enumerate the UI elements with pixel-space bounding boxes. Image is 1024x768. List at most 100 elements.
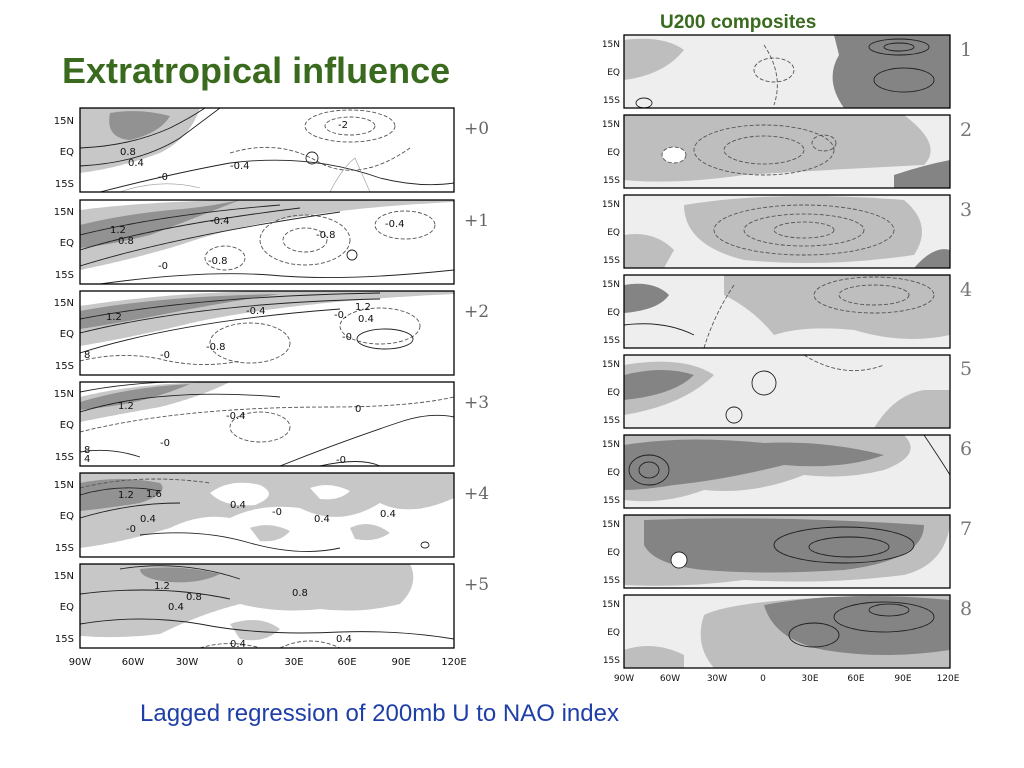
lat-label: EQ — [607, 308, 620, 318]
contour-label: 0.4 — [140, 514, 156, 525]
lag-label: +0 — [464, 119, 489, 139]
composite-number: 7 — [960, 518, 972, 540]
contour-label: 0.8 — [120, 147, 136, 158]
lat-label: 15N — [602, 120, 620, 130]
lat-label: 15N — [602, 600, 620, 610]
contour-label: 1.2 — [118, 490, 134, 501]
contour-label: -0.8 — [208, 256, 228, 267]
lag-label: +5 — [464, 575, 489, 595]
lag-panel-2 — [79, 290, 455, 376]
lon-label: 90W — [69, 657, 92, 668]
lat-label: 15S — [55, 361, 74, 372]
contour-label: -0 — [336, 455, 346, 466]
lat-label: 15N — [54, 207, 74, 218]
lon-label: 60W — [122, 657, 145, 668]
lat-label: 15S — [55, 634, 74, 645]
lagged-regression-figure: -2 0.8 0.4 -0 -0.4 1.2 0.8 -0.4 -0.8 -0.… — [54, 107, 489, 668]
lon-label: 60E — [847, 674, 864, 684]
u200-composites-figure: 1 2 3 4 5 6 7 8 15N EQ 15S 15N EQ 15S 15… — [602, 34, 972, 684]
lag-panel-1 — [79, 199, 455, 285]
composite-panel-6 — [623, 434, 951, 509]
contour-label: -0.8 — [206, 342, 226, 353]
lat-label: 15S — [603, 176, 620, 186]
lat-label: 15S — [603, 336, 620, 346]
contour-label: 0.4 — [230, 500, 246, 511]
lon-label: 0 — [237, 657, 243, 668]
lon-label: 30W — [707, 674, 727, 684]
contour-label: 0.4 — [358, 314, 374, 325]
lat-label: 15N — [602, 440, 620, 450]
contour-label: -0.8 — [316, 230, 336, 241]
lat-label: 15S — [55, 543, 74, 554]
lat-label: 15S — [603, 576, 620, 586]
lat-label: EQ — [607, 388, 620, 398]
contour-label: -0 — [272, 507, 282, 518]
contour-label: -0. — [334, 310, 347, 321]
lon-label: 120E — [937, 674, 960, 684]
contour-label: -0.4 — [246, 306, 266, 317]
lat-label: EQ — [60, 147, 74, 158]
lat-label: EQ — [60, 511, 74, 522]
lat-label: 15N — [602, 40, 620, 50]
contour-label: 4 — [84, 454, 90, 465]
lat-label: EQ — [60, 420, 74, 431]
contour-label: 1.2 — [110, 225, 126, 236]
composite-panel-3 — [623, 194, 951, 269]
lag-label: +3 — [464, 393, 489, 413]
lat-label: 15S — [603, 416, 620, 426]
lat-label: 15N — [602, 200, 620, 210]
composite-number: 6 — [960, 438, 972, 460]
lat-label: 15N — [602, 360, 620, 370]
composite-panel-2 — [623, 114, 951, 189]
lat-label: 15N — [602, 520, 620, 530]
lat-label: EQ — [607, 68, 620, 78]
lat-label: EQ — [607, 548, 620, 558]
contour-label: 8 — [84, 350, 90, 361]
slide-title: Extratropical influence — [62, 50, 451, 91]
contour-label: 0.4 — [168, 602, 184, 613]
lat-label: EQ — [60, 238, 74, 249]
lon-label: 90E — [894, 674, 911, 684]
lat-label: 15S — [603, 656, 620, 666]
lat-label: 15N — [54, 116, 74, 127]
lat-label: 15S — [55, 270, 74, 281]
lon-label: 30E — [801, 674, 818, 684]
lag-panel-5 — [79, 563, 455, 649]
lag-panel-4 — [79, 472, 455, 558]
lat-label: 15S — [603, 496, 620, 506]
composite-panel-4 — [623, 274, 951, 349]
contour-label: 0.4 — [314, 514, 330, 525]
lon-label: 0 — [760, 674, 766, 684]
lat-label: 15N — [602, 280, 620, 290]
contour-label: -0 — [126, 524, 136, 535]
figure-caption: Lagged regression of 200mb U to NAO inde… — [140, 700, 619, 727]
contour-label: 1.2 — [154, 581, 170, 592]
lat-label: 15N — [54, 480, 74, 491]
lon-label: 90W — [614, 674, 634, 684]
contour-label: -0 — [158, 172, 168, 183]
lat-label: EQ — [60, 329, 74, 340]
contour-label: 1.6 — [146, 489, 162, 500]
contour-label: 0.4 — [230, 639, 246, 650]
composite-panel-8 — [623, 594, 951, 669]
lat-label: 15S — [603, 256, 620, 266]
contour-label: -0.4 — [385, 219, 405, 230]
composite-number: 1 — [960, 39, 972, 61]
contour-label: -0 — [160, 350, 170, 361]
lat-label: 15N — [54, 389, 74, 400]
composite-panel-7 — [623, 514, 951, 589]
contour-label: 0.4 — [380, 509, 396, 520]
contour-label: -0 — [160, 438, 170, 449]
contour-label: 0.8 — [118, 236, 134, 247]
contour-label: 1.2 — [355, 302, 371, 313]
composite-number: 5 — [960, 358, 972, 380]
contour-label: 1.2 — [118, 401, 134, 412]
lag-panel-3 — [79, 381, 455, 467]
composites-title: U200 composites — [660, 12, 817, 33]
lat-label: 15S — [55, 452, 74, 463]
lat-label: EQ — [607, 468, 620, 478]
composite-number: 3 — [960, 199, 972, 221]
lat-label: 15S — [603, 96, 620, 106]
contour-label: 0.4 — [128, 158, 144, 169]
lon-label: 60W — [660, 674, 680, 684]
